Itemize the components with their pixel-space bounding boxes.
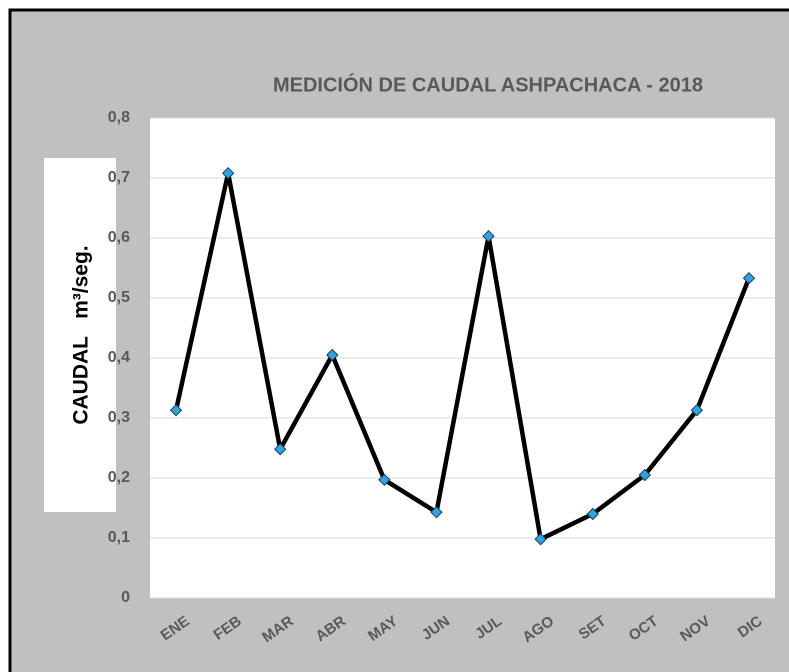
y-tick-label: 0,8 xyxy=(108,109,130,126)
y-tick-label: 0,2 xyxy=(108,469,130,486)
y-tick-label: 0,3 xyxy=(108,409,130,426)
y-tick-label: 0,1 xyxy=(108,529,130,546)
marker xyxy=(221,166,235,180)
marker xyxy=(586,507,599,521)
marker xyxy=(638,468,651,482)
marker xyxy=(274,442,287,456)
marker xyxy=(690,403,704,417)
y-tick-label: 0,4 xyxy=(108,349,130,366)
marker xyxy=(482,229,495,243)
marker xyxy=(430,505,443,519)
chart-title: MEDICIÓN DE CAUDAL ASHPACHACA - 2018 xyxy=(273,72,703,96)
marker xyxy=(378,473,391,487)
marker xyxy=(169,403,183,417)
marker xyxy=(534,532,547,546)
y-axis-label: CAUDAL m³/seg. xyxy=(70,245,93,424)
series-line xyxy=(173,170,752,542)
y-label-box xyxy=(44,158,116,512)
marker xyxy=(742,271,756,285)
y-tick-label: 0,6 xyxy=(108,229,130,246)
y-tick-label: 0 xyxy=(121,589,130,606)
y-tick-label: 0,5 xyxy=(108,289,130,306)
marker xyxy=(326,348,339,362)
y-tick-label: 0,7 xyxy=(108,169,130,186)
